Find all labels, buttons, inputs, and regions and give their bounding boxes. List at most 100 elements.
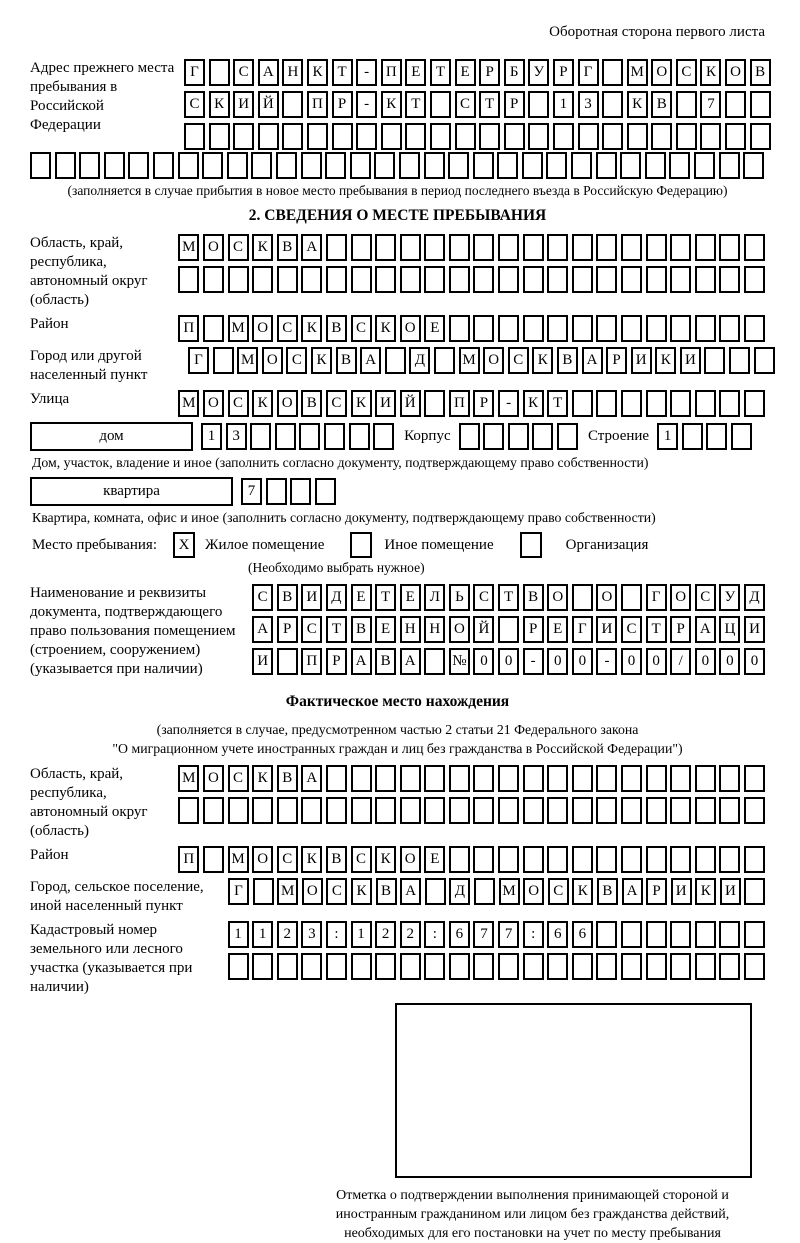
- char-cell[interactable]: [202, 152, 224, 179]
- char-cell[interactable]: 1: [201, 423, 222, 450]
- char-cell[interactable]: [399, 765, 421, 792]
- char-cell[interactable]: Ь: [448, 584, 470, 611]
- char-cell[interactable]: [375, 797, 397, 824]
- char-cell[interactable]: [532, 423, 554, 450]
- char-cell[interactable]: [448, 315, 470, 342]
- char-cell[interactable]: А: [257, 59, 279, 86]
- char-cell[interactable]: [314, 478, 336, 505]
- char-cell[interactable]: [753, 347, 775, 374]
- char-cell[interactable]: У: [719, 584, 741, 611]
- char-cell[interactable]: Т: [498, 584, 520, 611]
- char-cell[interactable]: Р: [276, 616, 298, 643]
- char-cell[interactable]: В: [556, 347, 578, 374]
- char-cell[interactable]: [621, 797, 643, 824]
- char-cell[interactable]: [350, 765, 372, 792]
- char-cell[interactable]: [645, 765, 667, 792]
- char-cell[interactable]: [694, 234, 716, 261]
- char-cell[interactable]: Г: [228, 878, 249, 905]
- char-cell[interactable]: Р: [473, 390, 495, 417]
- char-cell[interactable]: 0: [645, 648, 667, 675]
- char-cell[interactable]: 0: [744, 648, 765, 675]
- char-cell[interactable]: И: [744, 616, 765, 643]
- char-cell[interactable]: В: [276, 234, 298, 261]
- char-cell[interactable]: [399, 266, 421, 293]
- char-cell[interactable]: О: [670, 584, 692, 611]
- char-cell[interactable]: [424, 390, 446, 417]
- char-cell[interactable]: К: [380, 91, 402, 118]
- char-cell[interactable]: [184, 123, 205, 150]
- char-cell[interactable]: И: [596, 616, 618, 643]
- char-cell[interactable]: [323, 423, 345, 450]
- char-cell[interactable]: [424, 797, 446, 824]
- char-cell[interactable]: [719, 390, 741, 417]
- char-cell[interactable]: Р: [606, 347, 628, 374]
- char-cell[interactable]: [276, 266, 298, 293]
- char-cell[interactable]: [694, 797, 716, 824]
- char-cell[interactable]: [596, 846, 618, 873]
- char-cell[interactable]: И: [252, 648, 274, 675]
- char-cell[interactable]: Е: [375, 616, 397, 643]
- char-cell[interactable]: [571, 797, 593, 824]
- char-cell[interactable]: Р: [331, 91, 353, 118]
- char-cell[interactable]: [694, 152, 716, 179]
- char-cell[interactable]: В: [325, 846, 347, 873]
- char-cell[interactable]: А: [252, 616, 274, 643]
- char-cell[interactable]: Г: [184, 59, 205, 86]
- char-cell[interactable]: [547, 953, 569, 980]
- char-cell[interactable]: [522, 234, 544, 261]
- char-cell[interactable]: П: [380, 59, 402, 86]
- char-cell[interactable]: [448, 234, 470, 261]
- char-cell[interactable]: И: [679, 347, 701, 374]
- char-cell[interactable]: [547, 315, 569, 342]
- char-cell[interactable]: -: [596, 648, 618, 675]
- char-cell[interactable]: П: [306, 91, 328, 118]
- char-cell[interactable]: [522, 797, 544, 824]
- char-cell[interactable]: Е: [405, 59, 427, 86]
- char-cell[interactable]: В: [325, 315, 347, 342]
- char-cell[interactable]: [571, 390, 593, 417]
- char-cell[interactable]: [276, 648, 298, 675]
- char-cell[interactable]: [670, 921, 692, 948]
- char-cell[interactable]: [670, 765, 692, 792]
- char-cell[interactable]: [528, 91, 550, 118]
- char-cell[interactable]: [602, 59, 624, 86]
- char-cell[interactable]: [719, 921, 741, 948]
- char-cell[interactable]: [473, 797, 495, 824]
- char-cell[interactable]: Р: [670, 616, 692, 643]
- char-cell[interactable]: Ц: [719, 616, 741, 643]
- char-cell[interactable]: 1: [657, 423, 679, 450]
- char-cell[interactable]: [571, 266, 593, 293]
- char-cell[interactable]: О: [301, 878, 323, 905]
- char-cell[interactable]: [483, 423, 505, 450]
- char-cell[interactable]: [744, 846, 765, 873]
- char-cell[interactable]: К: [310, 347, 332, 374]
- char-cell[interactable]: [718, 152, 740, 179]
- char-cell[interactable]: К: [350, 878, 372, 905]
- char-cell[interactable]: К: [375, 315, 397, 342]
- char-cell[interactable]: [744, 797, 765, 824]
- char-cell[interactable]: 3: [577, 91, 599, 118]
- char-cell[interactable]: С: [227, 765, 249, 792]
- char-cell[interactable]: М: [498, 878, 520, 905]
- stamp-box[interactable]: [395, 1003, 752, 1178]
- char-cell[interactable]: Т: [325, 616, 347, 643]
- char-cell[interactable]: [350, 953, 372, 980]
- char-cell[interactable]: [621, 234, 643, 261]
- char-cell[interactable]: М: [178, 390, 200, 417]
- char-cell[interactable]: [743, 152, 765, 179]
- char-cell[interactable]: [670, 315, 692, 342]
- char-cell[interactable]: О: [276, 390, 298, 417]
- char-cell[interactable]: [498, 797, 520, 824]
- char-cell[interactable]: С: [227, 234, 249, 261]
- char-cell[interactable]: Г: [188, 347, 209, 374]
- char-cell[interactable]: К: [252, 390, 274, 417]
- char-cell[interactable]: [719, 953, 741, 980]
- char-cell[interactable]: В: [596, 878, 618, 905]
- char-cell[interactable]: -: [498, 390, 520, 417]
- char-cell[interactable]: [226, 152, 248, 179]
- char-cell[interactable]: О: [547, 584, 569, 611]
- char-cell[interactable]: [670, 234, 692, 261]
- char-cell[interactable]: [694, 390, 716, 417]
- char-cell[interactable]: [384, 347, 406, 374]
- char-cell[interactable]: О: [651, 59, 673, 86]
